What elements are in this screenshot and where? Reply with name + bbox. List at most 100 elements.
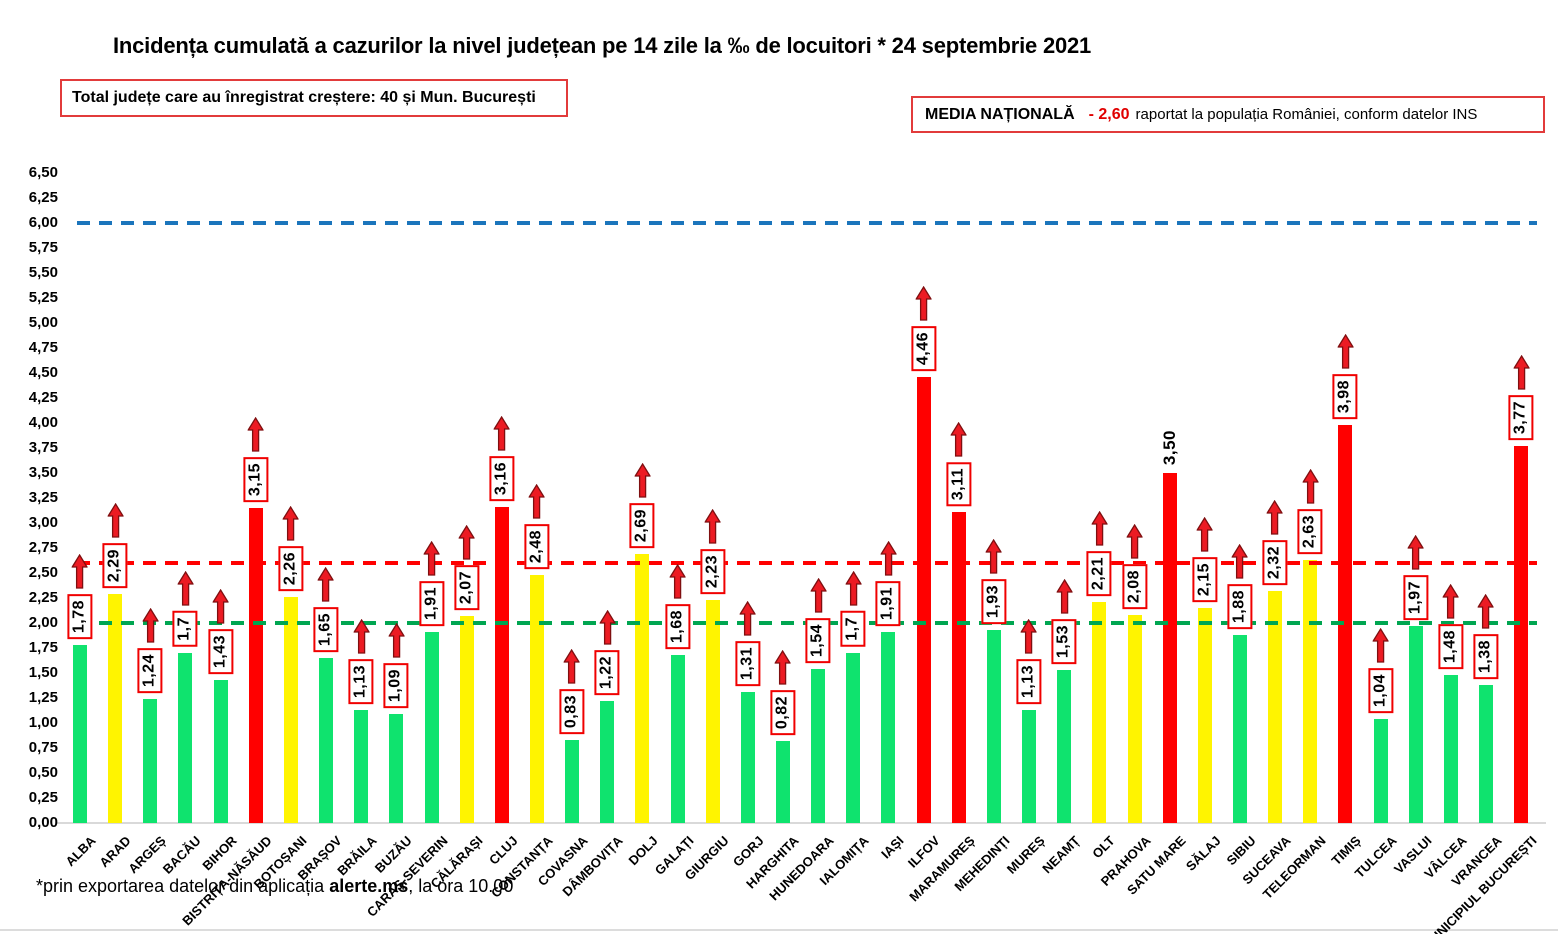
y-axis-label: 6,25 [28,189,58,206]
increase-arrow-icon [564,648,581,684]
bar-value-label: 1,7 [840,611,866,647]
bar [776,741,790,823]
increase-arrow-icon [528,483,545,519]
bar-value-label: 1,22 [594,649,620,695]
bar-annotation: 2,29 [102,502,128,588]
bar-value-label: 1,24 [137,647,163,693]
bar-value-label: 1,43 [208,628,233,674]
x-axis-line [57,822,1546,824]
bar-value-label: 2,07 [454,564,480,610]
bar-annotation: 1,13 [348,618,374,704]
bar-value-label: 3,77 [1508,394,1534,440]
bar-annotation: 0,82 [770,649,796,735]
increase-arrow-icon [493,415,510,451]
bar [565,740,580,823]
bar-annotation: 2,08 [1122,523,1147,609]
bar-value-label: 3,16 [489,455,515,501]
bar-annotation: 1,88 [1227,543,1253,629]
bar [143,699,158,823]
increase-arrow-icon [1126,523,1143,559]
bar-value-label: 1,65 [313,606,339,652]
y-axis-label: 4,75 [28,339,58,356]
bar-value-label: 1,31 [735,640,761,686]
bar-value-label: 2,08 [1122,563,1147,609]
bar [881,632,896,823]
national-average-line [77,561,1537,565]
y-axis-label: 3,50 [28,464,58,481]
increase-arrow-icon [1091,510,1108,546]
bar-value-label: 2,63 [1297,508,1323,554]
bar-annotation: 4,46 [911,285,936,371]
y-axis-label: 1,75 [28,639,58,656]
increase-arrow-icon [1056,578,1073,614]
bar-annotation: 0,83 [559,648,585,734]
bar-annotation: 3,98 [1332,333,1358,419]
bar-value-label: 1,54 [805,617,831,663]
bar-value-label: 1,91 [419,580,444,626]
bar-value-label: 0,83 [559,688,585,734]
bar-value-label: 2,48 [524,523,550,569]
bar-annotation: 3,15 [243,416,269,502]
bar-annotation: 3,16 [489,415,515,501]
increase-arrow-icon [704,508,721,544]
bar [248,508,263,823]
bar [705,600,720,823]
bar-annotation: 2,07 [454,524,480,610]
y-axis-label: 4,25 [28,389,58,406]
bar-value-label: 1,04 [1368,667,1393,713]
bar-value-label: 1,91 [876,580,901,626]
increase-arrow-icon [1477,593,1494,629]
y-axis-label: 1,00 [28,714,58,731]
bar [1514,446,1529,823]
bar-value-label: 1,97 [1403,574,1429,620]
bar-annotation: 2,63 [1297,468,1323,554]
bar-annotation: 2,15 [1192,516,1218,602]
bar-annotation: 1,93 [981,538,1007,624]
increase-arrow-icon [1407,534,1424,570]
bar-annotation: 3,11 [946,421,972,506]
bar [213,680,228,823]
y-axis-label: 5,00 [28,314,58,331]
national-average-note: raportat la populația României, conform … [1135,106,1478,123]
y-axis-label: 1,50 [28,664,58,681]
bar [1268,591,1283,823]
increase-arrow-icon [1231,543,1248,579]
y-axis-label: 4,50 [28,364,58,381]
bar-annotation: 1,78 [67,553,93,639]
bar [1092,602,1107,823]
bar-value-label: 1,68 [665,603,690,649]
bar-value-label: 2,15 [1192,556,1218,602]
bar-annotation: 3,50 [1159,428,1179,467]
bar-value-label: 1,88 [1227,583,1253,629]
bar-annotation: 1,13 [1016,618,1042,704]
increase-arrow-icon [1442,583,1459,619]
bar [986,630,1001,823]
increase-arrow-icon [212,588,229,624]
bar-annotation: 3,77 [1508,354,1534,440]
increase-arrow-icon [845,571,862,606]
footnote-suffix: , la ora 10.00 [408,876,514,896]
bar [319,658,334,823]
y-axis-label: 5,50 [28,264,58,281]
bar-value-label: 3,50 [1159,429,1179,465]
y-axis-label: 0,50 [28,764,58,781]
bar-annotation: 1,24 [137,607,163,693]
bar-value-label: 1,48 [1438,623,1464,669]
bar-value-label: 4,46 [911,325,936,371]
bar-value-label: 1,38 [1473,633,1499,679]
bar-annotation: 1,31 [735,600,761,686]
increase-arrow-icon [774,649,791,685]
bar-value-label: 2,32 [1262,539,1288,585]
bar [1443,675,1458,823]
bar-annotation: 1,54 [805,577,831,663]
bar-value-label: 2,29 [102,542,128,588]
bar [1232,635,1247,823]
bar-value-label: 3,98 [1332,373,1358,419]
national-average-value: - 2,60 [1088,105,1130,123]
bar-annotation: 1,65 [313,566,339,652]
increase-arrow-icon [1196,516,1213,552]
y-axis-label: 2,75 [28,539,58,556]
increase-arrow-icon [247,416,264,452]
y-axis-label: 2,00 [28,614,58,631]
bar [283,597,298,823]
